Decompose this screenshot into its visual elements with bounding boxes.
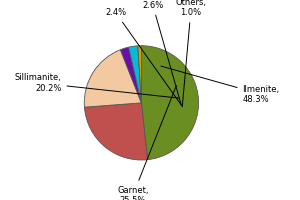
Text: Garnet,
25.5%: Garnet, 25.5% bbox=[117, 86, 176, 200]
Text: Ilmenite,
48.3%: Ilmenite, 48.3% bbox=[161, 66, 280, 104]
Wedge shape bbox=[84, 103, 148, 160]
Text: 2.6%: 2.6% bbox=[142, 1, 182, 106]
Text: Sillimanite,
20.2%: Sillimanite, 20.2% bbox=[15, 73, 180, 98]
Wedge shape bbox=[129, 46, 141, 103]
Wedge shape bbox=[84, 50, 141, 107]
Wedge shape bbox=[141, 46, 199, 160]
Wedge shape bbox=[120, 47, 141, 103]
Text: Others,
1.0%: Others, 1.0% bbox=[176, 0, 207, 107]
Wedge shape bbox=[138, 46, 141, 103]
Text: 2.4%: 2.4% bbox=[105, 8, 181, 104]
